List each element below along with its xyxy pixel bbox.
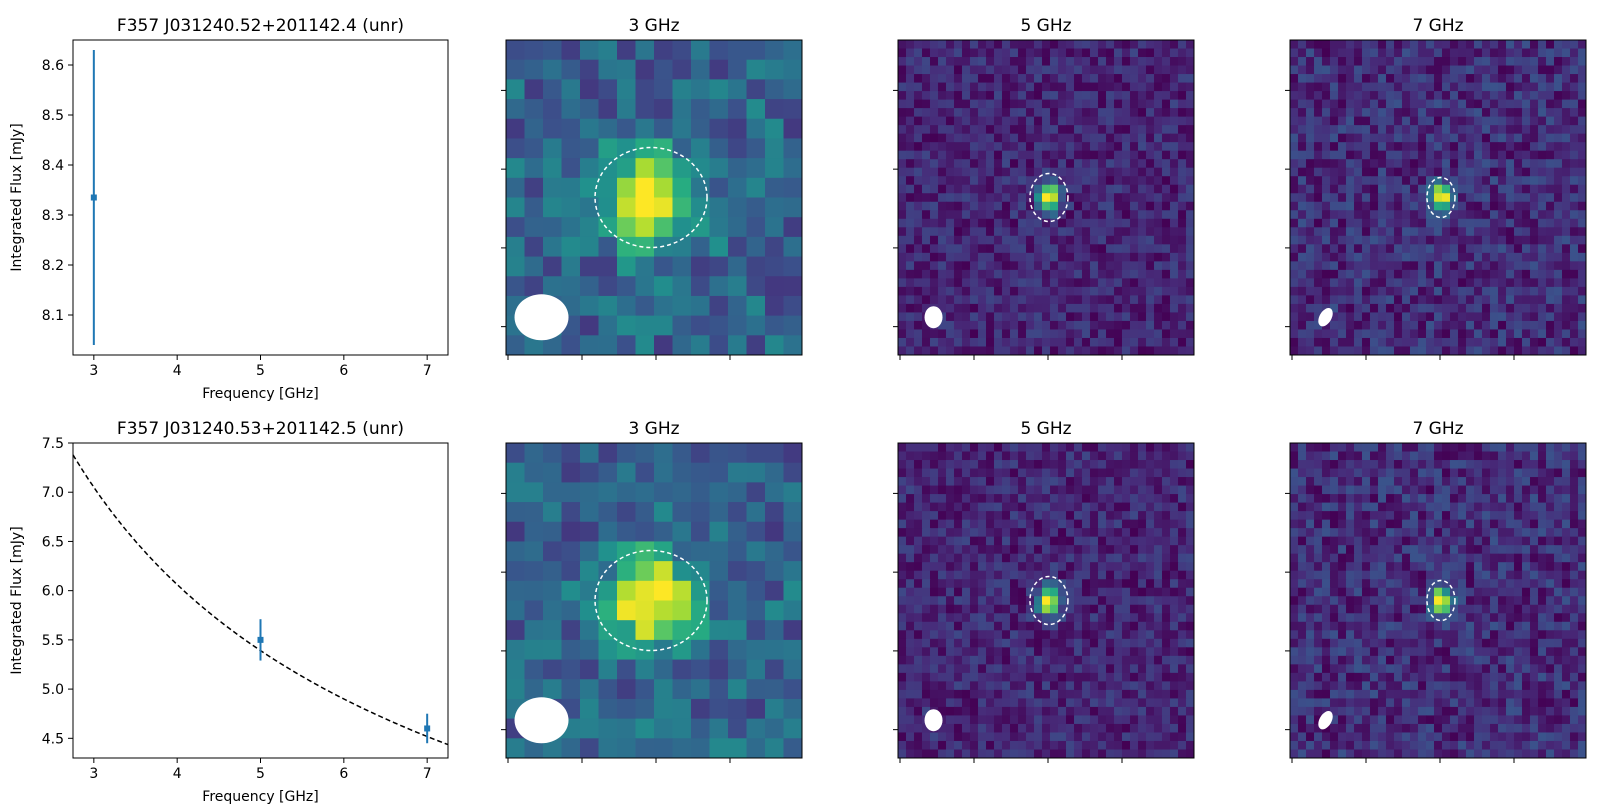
- axes-frame: [505, 442, 803, 759]
- x-tick-label: 3: [89, 766, 98, 782]
- y-tick-label: 8.1: [42, 308, 64, 324]
- beam-ellipse: [924, 306, 943, 329]
- panel-title: 3 GHz: [628, 16, 679, 36]
- y-tick-label: 8.6: [42, 58, 64, 74]
- panel-3: 5 GHz: [893, 16, 1195, 360]
- axes-frame: [72, 442, 449, 759]
- x-tick-label: 7: [423, 363, 432, 379]
- source-ellipse: [1029, 575, 1069, 626]
- image-map: [506, 443, 802, 758]
- source-ellipse: [594, 549, 708, 652]
- beam-ellipse: [1318, 711, 1333, 730]
- image-map: [898, 443, 1194, 758]
- x-tick-label: 5: [256, 363, 265, 379]
- y-tick-label: 8.2: [42, 258, 64, 274]
- y-axis-label: Integrated Flux [mJy]: [9, 123, 25, 271]
- y-tick-label: 4.5: [42, 731, 64, 747]
- panel-7: 5 GHz: [893, 419, 1195, 763]
- source-ellipse: [1426, 176, 1456, 219]
- y-tick-label: 7.5: [42, 436, 64, 452]
- source-ellipse: [1029, 172, 1069, 223]
- x-axis-label: Frequency [GHz]: [202, 386, 318, 402]
- image-map: [1290, 443, 1586, 758]
- panel-8: 7 GHz: [1285, 419, 1587, 763]
- beam-ellipse: [1318, 308, 1333, 327]
- beam-ellipse: [514, 294, 569, 341]
- beam-ellipse: [514, 697, 569, 744]
- axes-frame: [72, 39, 449, 356]
- image-map: [1290, 40, 1586, 355]
- panel-5: F357 J031240.53+201142.5 (unr) 3 4 5 6 7 4.5 5.…: [9, 419, 449, 805]
- panel-4: 7 GHz: [1285, 16, 1587, 360]
- source-ellipse: [1426, 579, 1456, 622]
- source-ellipse: [594, 146, 708, 249]
- data-point: [90, 194, 97, 201]
- x-tick-label: 7: [423, 766, 432, 782]
- axes-frame: [1289, 442, 1587, 759]
- axes-frame: [897, 442, 1195, 759]
- panel-2: 3 GHz: [501, 16, 803, 360]
- y-tick-label: 8.4: [42, 158, 64, 174]
- panel-title: F357 J031240.53+201142.5 (unr): [117, 419, 404, 439]
- y-axis-label: Integrated Flux [mJy]: [9, 526, 25, 674]
- axes-frame: [897, 39, 1195, 356]
- panel-title: 7 GHz: [1412, 16, 1463, 36]
- panel-title: F357 J031240.52+201142.4 (unr): [117, 16, 404, 36]
- y-tick-label: 5.5: [42, 633, 64, 649]
- x-tick-label: 5: [256, 766, 265, 782]
- panel-title: 7 GHz: [1412, 419, 1463, 439]
- data-point: [257, 636, 264, 643]
- panel-title: 5 GHz: [1020, 419, 1071, 439]
- y-tick-label: 6.5: [42, 534, 64, 550]
- x-tick-label: 6: [339, 766, 348, 782]
- x-tick-label: 6: [339, 363, 348, 379]
- y-tick-label: 5.0: [42, 682, 64, 698]
- beam-ellipse: [924, 709, 943, 732]
- image-map: [506, 40, 802, 355]
- x-axis-label: Frequency [GHz]: [202, 789, 318, 805]
- panel-title: 3 GHz: [628, 419, 679, 439]
- image-map: [898, 40, 1194, 355]
- x-tick-label: 4: [173, 766, 182, 782]
- panel-title: 5 GHz: [1020, 16, 1071, 36]
- y-tick-label: 8.3: [42, 208, 64, 224]
- y-tick-label: 7.0: [42, 485, 64, 501]
- y-tick-label: 8.5: [42, 108, 64, 124]
- y-tick-label: 6.0: [42, 584, 64, 600]
- x-tick-label: 3: [89, 363, 98, 379]
- data-point: [424, 725, 431, 732]
- panel-6: 3 GHz: [501, 419, 803, 763]
- axes-frame: [1289, 39, 1587, 356]
- panel-1: F357 J031240.52+201142.4 (unr) 3 4 5 6 7 8.1 8.…: [9, 16, 449, 402]
- axes-frame: [505, 39, 803, 356]
- fit-curve: [72, 454, 449, 746]
- x-tick-label: 4: [173, 363, 182, 379]
